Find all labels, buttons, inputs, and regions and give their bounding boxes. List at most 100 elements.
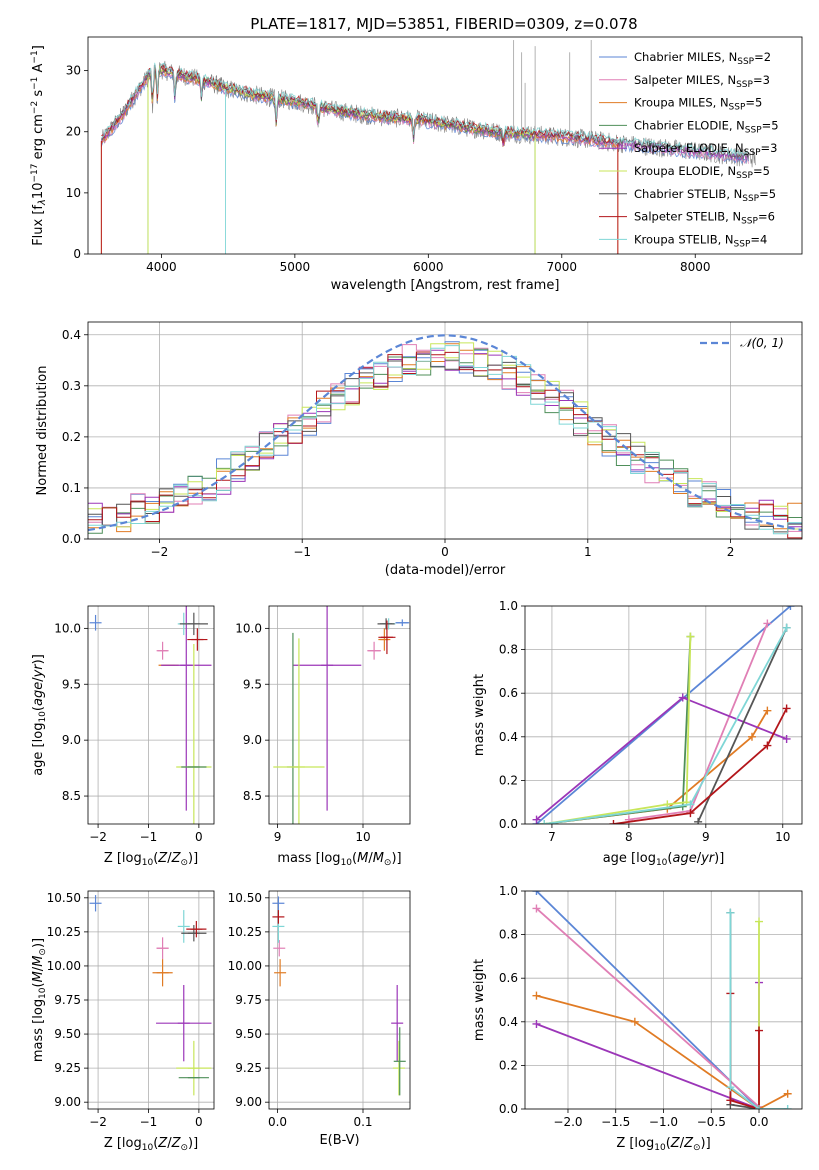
weight-line <box>535 907 760 1108</box>
x-tick-label: 10 <box>775 830 790 844</box>
weight-line <box>729 912 760 1109</box>
legend-subscript: SSP <box>736 80 753 90</box>
x-axis-label: Z [log10(Z/Z⊙)] <box>616 1136 710 1153</box>
weight-marker <box>532 815 541 824</box>
errorbar-points <box>89 895 212 1096</box>
y-tick-label: 10.50 <box>228 891 262 905</box>
y-tick-label: 0.4 <box>499 1015 518 1029</box>
legend-label: Kroupa ELODIE, NSSP=5 <box>634 164 770 181</box>
weight-line <box>536 994 789 1109</box>
weight-marker <box>686 809 695 818</box>
axes-frame <box>87 321 803 540</box>
weight_vs_Z-panel: −2.0 −1.5 −1.0 −0.5 0.0 0.0 0.2 0.4 0.6 0.8 1.0 Z [… <box>472 884 803 1153</box>
y-tick-label: 9.50 <box>235 1027 262 1041</box>
weight-marker <box>678 693 687 702</box>
model-spectrum <box>101 62 749 157</box>
weight-marker <box>782 704 791 713</box>
weight_vs_age-panel: 7 8 9 10 0.0 0.2 0.4 0.6 0.8 1.0 age [log10(age/yr… <box>472 599 803 868</box>
legend-label: Chabrier MILES, NSSP=2 <box>634 50 771 67</box>
x-tick-label: 4000 <box>146 260 177 274</box>
weight-marker <box>532 1019 541 1028</box>
legend-subscript: SSP <box>744 148 761 158</box>
y-tick-label: 0.2 <box>62 430 81 444</box>
x-axis-label: (data-model)/error <box>385 563 506 578</box>
y-tick-label: 9.5 <box>62 677 81 691</box>
y-tick-label: 0.4 <box>62 328 81 342</box>
x-tick-label: −1.5 <box>601 1115 630 1129</box>
x-axis-label: E(B-V) <box>319 1133 359 1148</box>
weight-marker <box>782 623 791 632</box>
legend-subscript: SSP <box>736 171 753 181</box>
weight-marker <box>755 917 764 926</box>
y-tick-label: 8.5 <box>243 789 262 803</box>
x-tick-label: 0.0 <box>749 1115 768 1129</box>
y-tick-label: 10.00 <box>228 959 262 973</box>
weight-marker <box>763 619 772 628</box>
x-tick-label: 7 <box>548 830 556 844</box>
x-tick-label: −1 <box>140 830 158 844</box>
x-tick-label: −2 <box>151 545 169 559</box>
legend-label: 𝒩(0, 1) <box>740 336 784 350</box>
y-axis-label: Flux [fλ10−17 erg cm−2 s−1 A−1] <box>30 45 48 246</box>
axes-frame <box>524 890 803 1110</box>
y-tick-label: 10.0 <box>235 621 262 635</box>
weight-marker <box>783 1105 792 1109</box>
weight-marker <box>763 741 772 750</box>
y-tick-label: 10.25 <box>47 925 81 939</box>
x-axis-label: wavelength [Angstrom, rest frame] <box>331 278 560 293</box>
x-tick-label: 0.1 <box>353 1115 372 1129</box>
y-tick-label: 9.50 <box>54 1027 81 1041</box>
y-axis-label: age [log10(age/yr)] <box>31 654 48 776</box>
x-tick-label: 0 <box>195 1115 203 1129</box>
weight-marker <box>747 732 756 741</box>
x-tick-label: 1 <box>584 545 592 559</box>
x-axis-label: age [log10(age/yr)] <box>603 851 725 868</box>
y-tick-label: 10.00 <box>47 959 81 973</box>
legend-label: Salpeter MILES, NSSP=3 <box>634 73 770 90</box>
weight-line <box>697 627 788 823</box>
x-tick-label: 2 <box>727 545 735 559</box>
weight-marker <box>726 908 735 917</box>
y-tick-label: 0 <box>73 247 81 261</box>
weight-marker <box>609 820 618 824</box>
x-tick-label: −2 <box>89 830 107 844</box>
y-tick-label: 0.8 <box>499 928 518 942</box>
x-axis-label: mass [log10(M/M⊙)] <box>277 851 401 868</box>
y-tick-label: 9.00 <box>54 1095 81 1109</box>
weight-lines <box>532 606 795 824</box>
weight-line <box>729 912 788 1109</box>
x-tick-label: −0.5 <box>697 1115 726 1129</box>
mass_vs_Z-panel: −2 −1 0 9.00 9.25 9.50 9.75 10.00 10.25 10.50 Z [l… <box>31 890 215 1153</box>
weight-marker <box>763 706 772 715</box>
legend-label: Kroupa MILES, NSSP=5 <box>634 96 762 113</box>
spectrum-lines <box>100 40 756 254</box>
legend-subscript: SSP <box>742 194 759 204</box>
x-tick-label: −1 <box>293 545 311 559</box>
legend-value: =3 <box>753 73 770 87</box>
y-tick-label: 9.5 <box>243 677 262 691</box>
weight-marker <box>686 800 695 809</box>
weight-marker <box>786 606 795 610</box>
y-tick-label: 0.8 <box>499 643 518 657</box>
y-tick-label: 10.0 <box>54 621 81 635</box>
axes-frame <box>87 605 215 825</box>
x-tick-label: 8000 <box>680 260 711 274</box>
y-tick-label: 0.0 <box>499 1102 518 1116</box>
weight-line <box>535 606 792 824</box>
weight-line <box>544 627 788 824</box>
axes-frame <box>268 605 411 825</box>
weight-line <box>544 636 692 824</box>
legend-value: =3 <box>761 141 778 155</box>
x-tick-label: 0.0 <box>268 1115 287 1129</box>
weight-marker <box>726 1083 735 1092</box>
y-tick-label: 9.00 <box>235 1095 262 1109</box>
x-axis-label: Z [log10(Z/Z⊙)] <box>104 851 198 868</box>
legend-label: Kroupa STELIB, NSSP=4 <box>634 232 767 249</box>
age_vs_mass-panel: 9 10 8.5 9.0 9.5 10.0 mass [log10(M/M⊙)] <box>235 605 411 868</box>
errorbar-points <box>89 606 212 824</box>
y-tick-label: 0.3 <box>62 379 81 393</box>
errorbar-points <box>272 896 406 1096</box>
legend-value: =5 <box>745 96 762 110</box>
y-tick-label: 1.0 <box>499 884 518 898</box>
